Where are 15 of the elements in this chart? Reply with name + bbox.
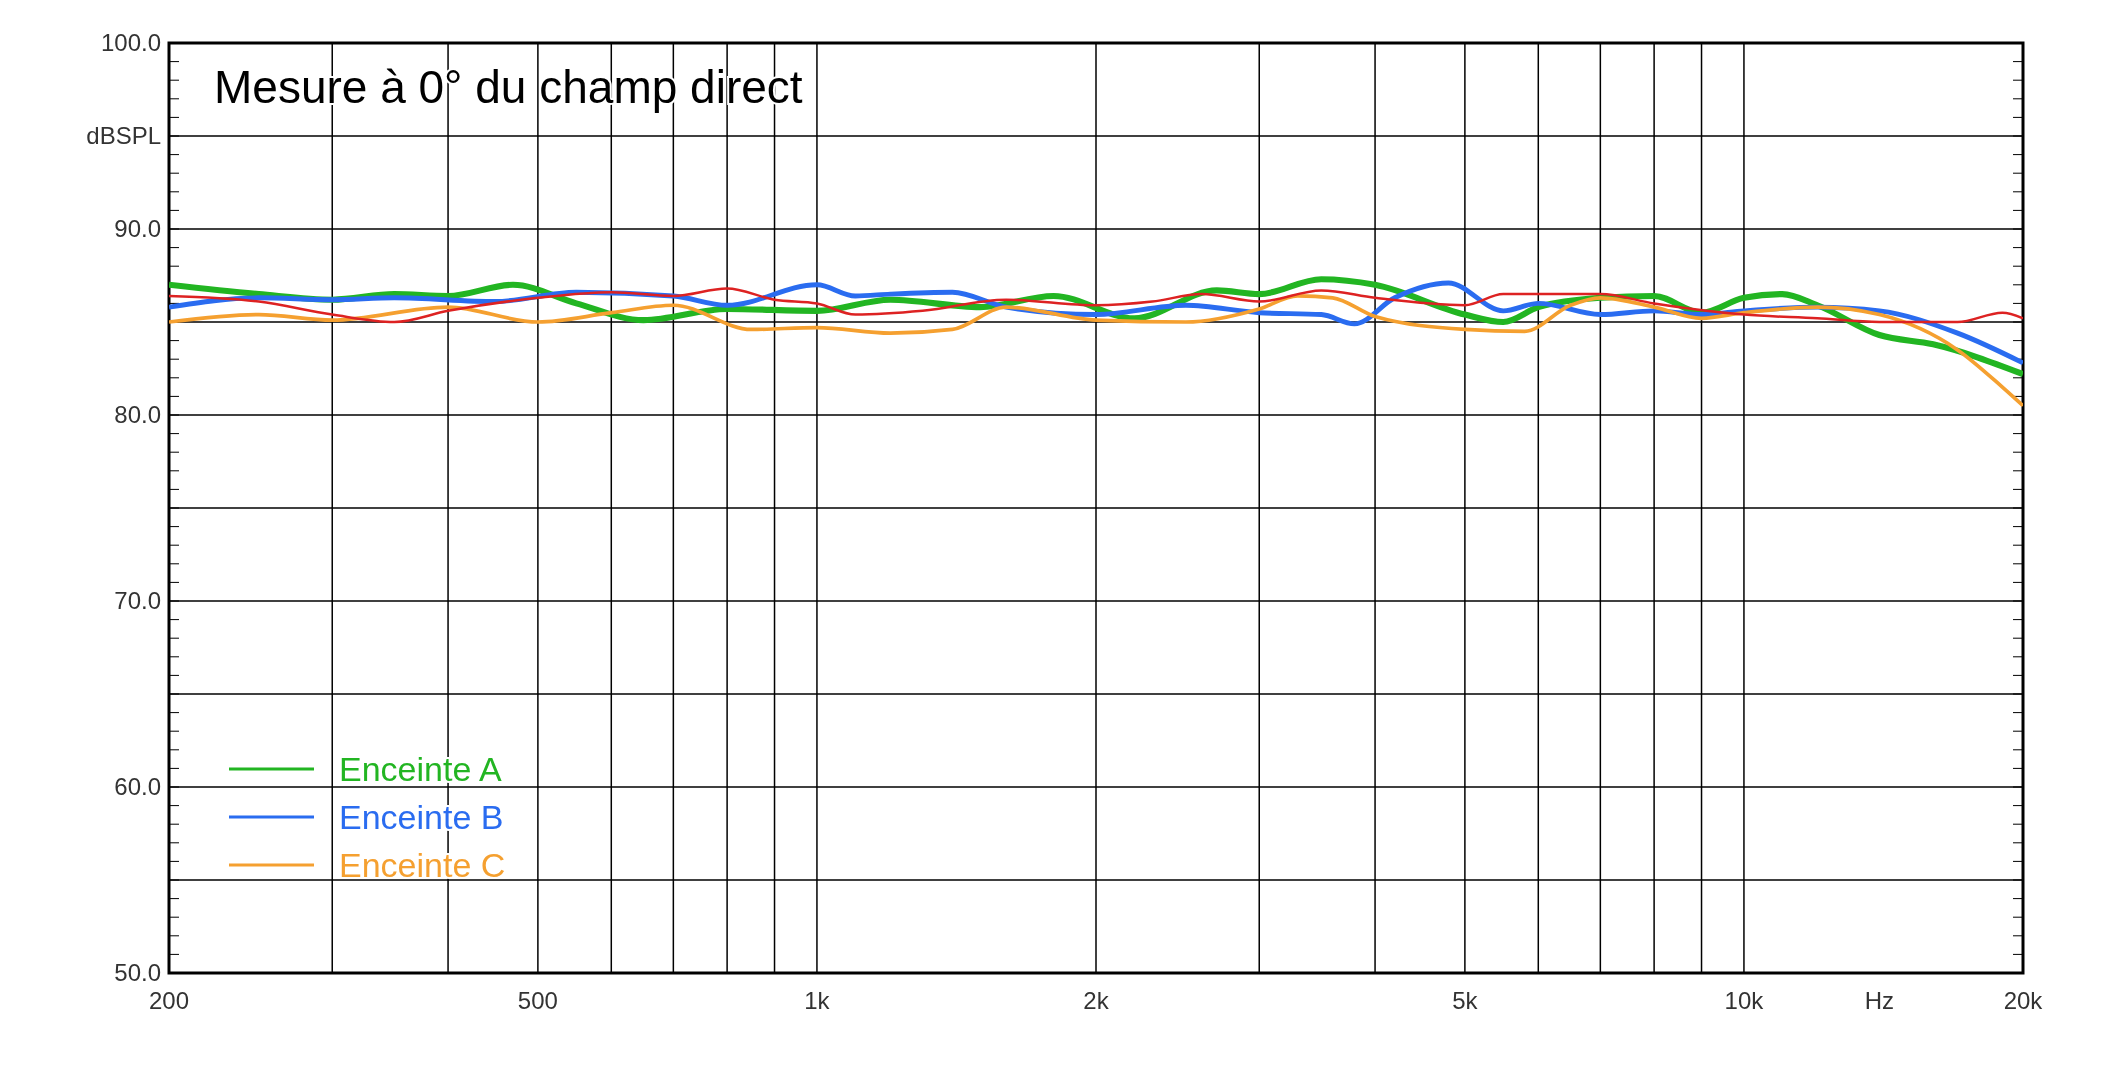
y-axis-title: dBSPL: [86, 122, 161, 150]
y-tick-label: 60.0: [114, 773, 161, 801]
x-tick-label: 20k: [2003, 987, 2044, 1014]
x-tick-label: 500: [517, 987, 558, 1014]
x-tick-label: 5k: [1452, 987, 1479, 1014]
x-tick-label: 2k: [1083, 987, 1110, 1014]
y-tick-label: 80.0: [114, 401, 161, 429]
y-tick-label: 90.0: [114, 215, 161, 243]
x-tick-label: 1k: [804, 987, 831, 1014]
x-tick-label: 10k: [1724, 987, 1765, 1014]
x-tick-label: 200: [148, 987, 190, 1014]
y-tick-label: 100.0: [100, 29, 161, 57]
y-tick-label: 70.0: [114, 587, 161, 615]
x-axis-title: Hz: [1864, 987, 1895, 1014]
y-tick-label: 50.0: [114, 959, 161, 987]
